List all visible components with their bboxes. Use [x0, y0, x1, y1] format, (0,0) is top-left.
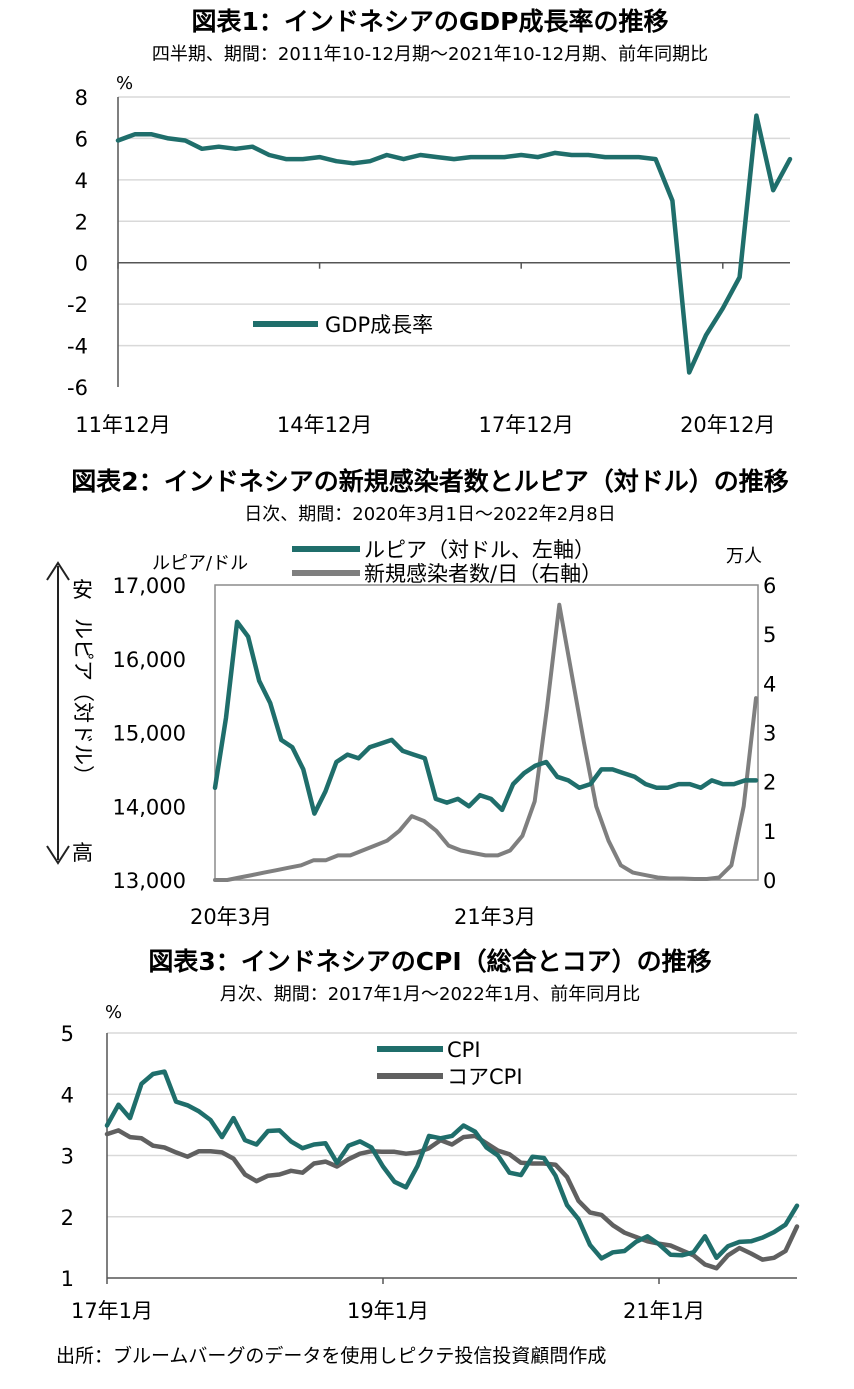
chart1-legend-label: GDP成長率 [325, 313, 433, 337]
x-tick-label: 19年1月 [347, 1299, 429, 1323]
series-line-cases [213, 602, 758, 882]
chart2-plot-frame [214, 584, 759, 881]
y-tick-label: 1 [61, 1267, 74, 1291]
right-tick-label: 6 [763, 574, 776, 598]
chart2-right-tick-labels: 6 5 4 3 2 1 0 [763, 574, 776, 893]
chart3-title: 図表3：インドネシアのCPI（総合とコア）の推移 [148, 947, 711, 976]
left-tick-label: 13,000 [113, 869, 186, 893]
y-tick-label: -4 [67, 335, 88, 359]
y-tick-label: -6 [67, 376, 88, 400]
arrow-up-icon [46, 561, 70, 581]
x-tick-label: 14年12月 [277, 413, 372, 437]
chart1-unit: % [116, 73, 133, 94]
chart3-gridlines [107, 1032, 797, 1218]
y-tick-label: 2 [61, 1206, 74, 1230]
y-tick-label: 3 [61, 1145, 74, 1169]
y-tick-label: 6 [75, 127, 88, 151]
y-tick-label: 8 [75, 86, 88, 110]
right-tick-label: 4 [763, 672, 776, 696]
x-tick-label: 20年3月 [190, 905, 272, 929]
x-tick-label: 21年1月 [623, 1299, 705, 1323]
x-tick-label: 20年12月 [680, 413, 775, 437]
right-tick-label: 0 [763, 869, 776, 893]
left-tick-label: 16,000 [113, 648, 186, 672]
y-tick-label: 5 [61, 1022, 74, 1046]
chart3-legend-label-cpi: CPI [447, 1038, 481, 1062]
chart-rupiah-covid: 図表2：インドネシアの新規感染者数とルピア（対ドル）の推移 日次、期間：2020… [46, 467, 789, 929]
chart2-legend-label-rupiah: ルピア（対ドル、左軸） [364, 538, 595, 562]
chart3-unit: % [105, 1002, 122, 1023]
chart2-side-annotation: 安 ルピア（対ドル） 高 [46, 561, 95, 865]
chart2-series [212, 602, 759, 882]
chart1-subtitle: 四半期、期間：2011年10-12月期～2021年10-12月期、前年同期比 [152, 44, 708, 65]
source-note: 出所：ブルームバーグのデータを使用しピクテ投信投資顧問作成 [56, 1344, 606, 1367]
chart3-x-tick-labels: 17年1月 19年1月 21年1月 [71, 1299, 705, 1323]
x-tick-label: 21年3月 [454, 905, 536, 929]
series-line-cpi [104, 1069, 800, 1261]
x-tick-label: 11年12月 [75, 413, 170, 437]
x-tick-label: 17年1月 [71, 1299, 153, 1323]
right-tick-label: 5 [763, 623, 776, 647]
chart1-y-tick-labels: 8 6 4 2 0 -2 -4 -6 [67, 86, 88, 400]
chart-cpi: 図表3：インドネシアのCPI（総合とコア）の推移 月次、期間：2017年1月～2… [61, 947, 800, 1323]
chart1-title: 図表1：インドネシアのGDP成長率の推移 [192, 7, 669, 36]
chart3-axes [106, 1033, 797, 1284]
right-tick-label: 1 [763, 820, 776, 844]
chart2-right-axis-label: 万人 [726, 546, 762, 567]
plot-border [214, 584, 759, 881]
chart1-axes [117, 97, 790, 387]
chart2-title: 図表2：インドネシアの新規感染者数とルピア（対ドル）の推移 [71, 467, 788, 496]
annotation-rupiah-vertical: ルピア（対ドル） [71, 618, 95, 786]
annotation-weak: 安 [72, 578, 93, 602]
left-tick-label: 17,000 [113, 574, 186, 598]
chart1-series [115, 113, 793, 375]
chart1-x-tick-labels: 11年12月 14年12月 17年12月 20年12月 [75, 413, 775, 437]
y-tick-label: 2 [75, 210, 88, 234]
right-tick-label: 3 [763, 722, 776, 746]
series-line-gdp [115, 113, 793, 375]
chart3-legend-label-core: コアCPI [447, 1065, 523, 1089]
chart2-legend-label-cases: 新規感染者数/日（右軸） [364, 562, 602, 586]
right-tick-label: 2 [763, 771, 776, 795]
y-tick-label: 4 [75, 169, 88, 193]
y-tick-label: 0 [75, 252, 88, 276]
chart-gdp: 図表1：インドネシアのGDP成長率の推移 四半期、期間：2011年10-12月期… [67, 7, 793, 437]
x-tick-label: 17年12月 [478, 413, 573, 437]
left-tick-label: 14,000 [113, 795, 186, 819]
chart3-subtitle: 月次、期間：2017年1月～2022年1月、前年同月比 [220, 984, 641, 1005]
chart2-left-tick-labels: 17,000 16,000 15,000 14,000 13,000 [113, 574, 186, 893]
chart1-gridlines [118, 96, 790, 347]
series-line-core-cpi [104, 1128, 800, 1271]
y-tick-label: -2 [67, 293, 88, 317]
y-tick-label: 4 [61, 1083, 74, 1107]
chart3-series [104, 1069, 800, 1271]
chart2-subtitle: 日次、期間：2020年3月1日～2022年2月8日 [244, 504, 615, 525]
annotation-strong: 高 [72, 841, 93, 865]
left-tick-label: 15,000 [113, 722, 186, 746]
series-line-rupiah [212, 619, 759, 816]
chart3-y-tick-labels: 5 4 3 2 1 [61, 1022, 74, 1291]
chart2-x-tick-labels: 20年3月 21年3月 [190, 905, 536, 929]
chart2-left-axis-label: ルピア/ドル [152, 553, 248, 574]
arrow-down-icon [46, 845, 70, 865]
